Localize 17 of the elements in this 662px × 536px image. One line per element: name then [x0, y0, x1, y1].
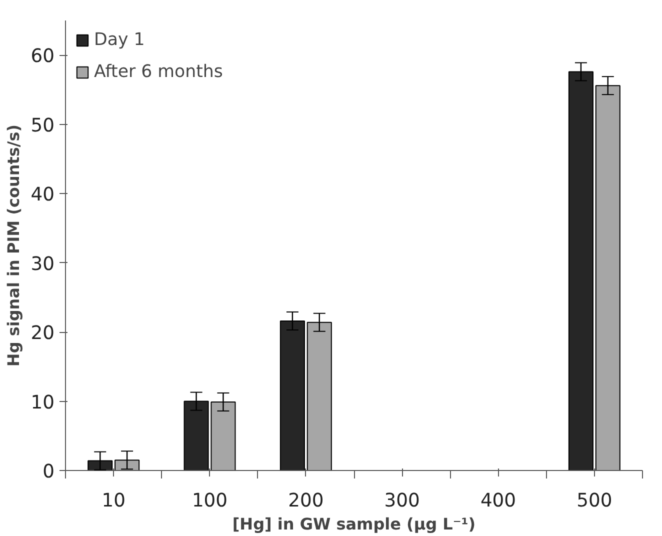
- y-tick-label: 40: [30, 184, 55, 206]
- x-axis-title: [Hg] in GW sample (µg L⁻¹): [232, 514, 476, 534]
- x-tick-label: 400: [480, 490, 516, 512]
- x-tick-label: 10: [102, 490, 126, 512]
- y-tick-label: 20: [30, 323, 55, 344]
- y-tick-label: 50: [30, 115, 55, 136]
- x-tick-label: 200: [288, 490, 324, 512]
- legend-label: After 6 months: [94, 62, 223, 82]
- y-tick-label: 10: [30, 392, 55, 414]
- x-tick-label: 500: [576, 490, 612, 512]
- y-tick-label: 0: [42, 462, 55, 482]
- y-tick-label: 30: [30, 254, 55, 275]
- legend-label: Day 1: [94, 30, 145, 50]
- x-tick-label: 100: [192, 490, 228, 512]
- y-axis-title: Hg signal in PIM (counts/s): [4, 124, 23, 367]
- x-tick-label: 300: [384, 490, 420, 512]
- y-tick-label: 60: [30, 46, 55, 68]
